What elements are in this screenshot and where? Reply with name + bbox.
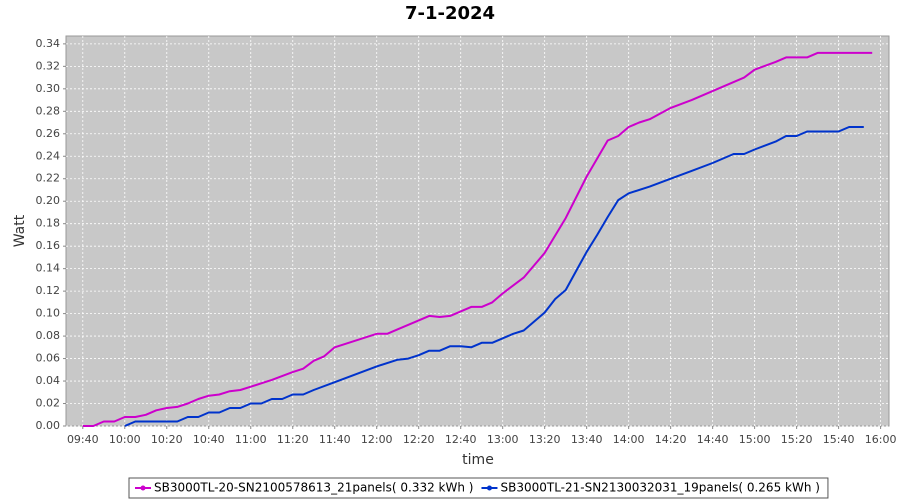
x-tick-label: 10:20: [151, 433, 183, 446]
x-tick-label: 10:00: [109, 433, 141, 446]
x-tick-label: 14:40: [697, 433, 729, 446]
x-tick-label: 12:40: [445, 433, 477, 446]
y-tick-label: 0.10: [36, 307, 61, 320]
series-line: [124, 126, 864, 427]
x-tick-label: 13:40: [571, 433, 603, 446]
y-tick-label: 0.06: [36, 352, 61, 365]
legend-label: SB3000TL-20-SN2100578613_21panels( 0.332…: [154, 481, 473, 495]
x-tick-label: 15:20: [781, 433, 813, 446]
x-tick-label: 16:00: [865, 433, 897, 446]
y-tick-label: 0.32: [36, 59, 61, 72]
y-tick-label: 0.18: [36, 217, 61, 230]
y-axis-label: Watt: [12, 214, 28, 247]
y-tick-label: 0.04: [36, 374, 61, 387]
x-tick-label: 14:20: [655, 433, 687, 446]
x-tick-label: 11:40: [319, 433, 351, 446]
x-axis-label: time: [462, 452, 494, 468]
y-tick-label: 0.34: [36, 37, 61, 50]
y-tick-label: 0.20: [36, 194, 61, 207]
legend-box: [128, 477, 829, 499]
x-tick-label: 14:00: [613, 433, 645, 446]
y-tick-label: 0.24: [36, 149, 61, 162]
y-tick-label: 0.22: [36, 172, 61, 185]
x-tick-label: 13:00: [487, 433, 519, 446]
x-tick-label: 11:00: [235, 433, 267, 446]
x-tick-label: 09:40: [67, 433, 99, 446]
x-tick-label: 12:20: [403, 433, 435, 446]
y-tick-label: 0.28: [36, 104, 61, 117]
series-line: [82, 51, 873, 427]
y-tick-label: 0.26: [36, 127, 61, 140]
y-tick-label: 0.14: [36, 262, 61, 275]
x-tick-label: 10:40: [193, 433, 225, 446]
x-tick-label: 15:00: [739, 433, 771, 446]
x-tick-label: 12:00: [361, 433, 393, 446]
legend-label: SB3000TL-21-SN2130032031_19panels( 0.265…: [500, 481, 819, 495]
x-tick-label: 13:20: [529, 433, 561, 446]
y-tick-label: 0.00: [36, 419, 61, 432]
y-tick-label: 0.02: [36, 397, 61, 410]
y-tick-label: 0.08: [36, 329, 61, 342]
legend-swatch-dot: [140, 485, 146, 491]
chart-title: 7-1-2024: [405, 3, 495, 24]
legend-swatch-dot: [486, 485, 492, 491]
y-tick-label: 0.12: [36, 284, 61, 297]
x-tick-label: 15:40: [823, 433, 855, 446]
x-tick-label: 11:20: [277, 433, 309, 446]
y-tick-label: 0.30: [36, 82, 61, 95]
plot-area: [65, 35, 890, 427]
y-tick-label: 0.16: [36, 239, 61, 252]
